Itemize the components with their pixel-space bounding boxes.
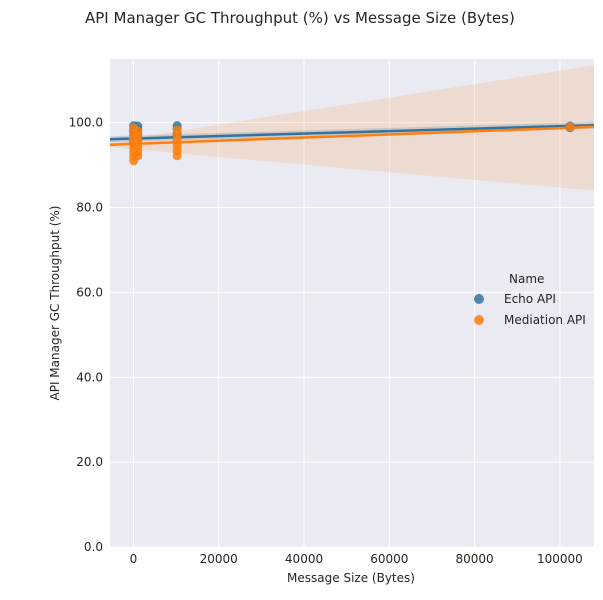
x-tick-label: 100000 bbox=[537, 552, 583, 566]
x-tick-label: 40000 bbox=[285, 552, 323, 566]
y-tick-label: 60.0 bbox=[76, 285, 103, 299]
x-tick-label: 60000 bbox=[370, 552, 408, 566]
legend-label-echo-api: Echo API bbox=[504, 292, 556, 306]
legend-label-mediation-api: Mediation API bbox=[504, 313, 586, 327]
legend-title: Name bbox=[509, 272, 544, 286]
regression-line-mediation-api bbox=[109, 125, 595, 146]
y-tick-label: 20.0 bbox=[76, 455, 103, 469]
plot-area bbox=[110, 59, 594, 547]
point-mediation-api bbox=[172, 151, 182, 161]
x-tick-label: 80000 bbox=[456, 552, 494, 566]
x-tick-label: 0 bbox=[130, 552, 138, 566]
y-tick-label: 40.0 bbox=[76, 370, 103, 384]
ci-band-mediation-api bbox=[110, 65, 594, 191]
point-mediation-api bbox=[133, 151, 143, 161]
chart-title: API Manager GC Throughput (%) vs Message… bbox=[85, 9, 515, 27]
x-tick-label: 20000 bbox=[200, 552, 238, 566]
regression-lines bbox=[109, 123, 595, 146]
scatter-points bbox=[129, 121, 575, 166]
grid bbox=[110, 59, 594, 548]
point-mediation-api bbox=[565, 122, 575, 132]
regression-line-echo-api bbox=[109, 123, 595, 141]
y-tick-label: 100.0 bbox=[69, 116, 103, 130]
y-axis-label: API Manager GC Throughput (%) bbox=[48, 206, 62, 401]
y-tick-label: 0.0 bbox=[84, 540, 103, 554]
legend-marker-mediation-api bbox=[474, 315, 484, 325]
y-tick-labels: 0.0 20.0 40.0 60.0 80.0 100.0 bbox=[69, 116, 103, 554]
legend: Name Echo API Mediation API bbox=[474, 272, 586, 327]
x-axis-label: Message Size (Bytes) bbox=[287, 571, 415, 585]
x-tick-labels: 0 20000 40000 60000 80000 100000 bbox=[130, 552, 583, 566]
legend-marker-echo-api bbox=[474, 294, 484, 304]
y-tick-label: 80.0 bbox=[76, 201, 103, 215]
